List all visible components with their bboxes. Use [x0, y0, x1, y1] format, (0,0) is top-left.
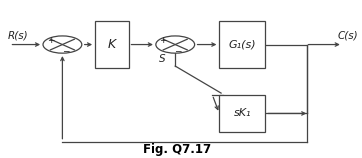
- Text: +: +: [47, 36, 54, 45]
- Bar: [95, 21, 129, 68]
- Bar: [219, 21, 265, 68]
- Text: −: −: [174, 46, 182, 55]
- Text: −: −: [62, 46, 69, 55]
- Circle shape: [156, 36, 195, 53]
- Circle shape: [43, 36, 82, 53]
- Text: +: +: [160, 36, 167, 45]
- Text: G₁(s): G₁(s): [228, 40, 256, 50]
- Text: C(s): C(s): [337, 31, 358, 41]
- Text: R(s): R(s): [8, 31, 28, 41]
- Text: sK₁: sK₁: [233, 108, 251, 118]
- Text: Fig. Q7.17: Fig. Q7.17: [143, 143, 211, 156]
- Text: S: S: [159, 54, 165, 64]
- Bar: [219, 95, 265, 132]
- Text: K: K: [108, 38, 116, 51]
